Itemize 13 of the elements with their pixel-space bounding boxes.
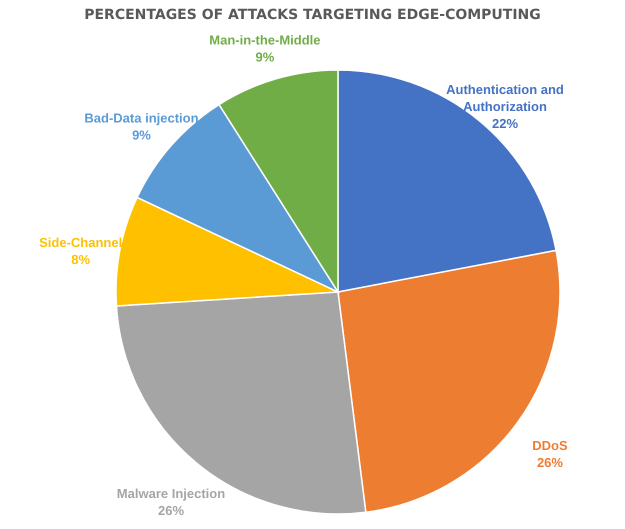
data-label: 26%: [536, 455, 564, 470]
slice-label: Man-in-the-Middle: [209, 32, 321, 48]
data-label: 22%: [492, 116, 518, 132]
slice-label: DDoS: [532, 438, 568, 453]
slice-label: Authentication and Authorization: [446, 82, 564, 114]
chart-title: PERCENTAGES OF ATTACKS TARGETING EDGE-COMPUTING: [84, 7, 541, 23]
slice-label: Side-Channel: [39, 234, 122, 250]
slice-label: Bad-Data injection: [84, 110, 199, 126]
slice-label: Malware Injection: [116, 486, 226, 501]
data-label: 9%: [132, 128, 152, 143]
data-label: 9%: [256, 49, 275, 64]
data-label: 26%: [158, 502, 184, 518]
data-label: 8%: [71, 252, 90, 267]
